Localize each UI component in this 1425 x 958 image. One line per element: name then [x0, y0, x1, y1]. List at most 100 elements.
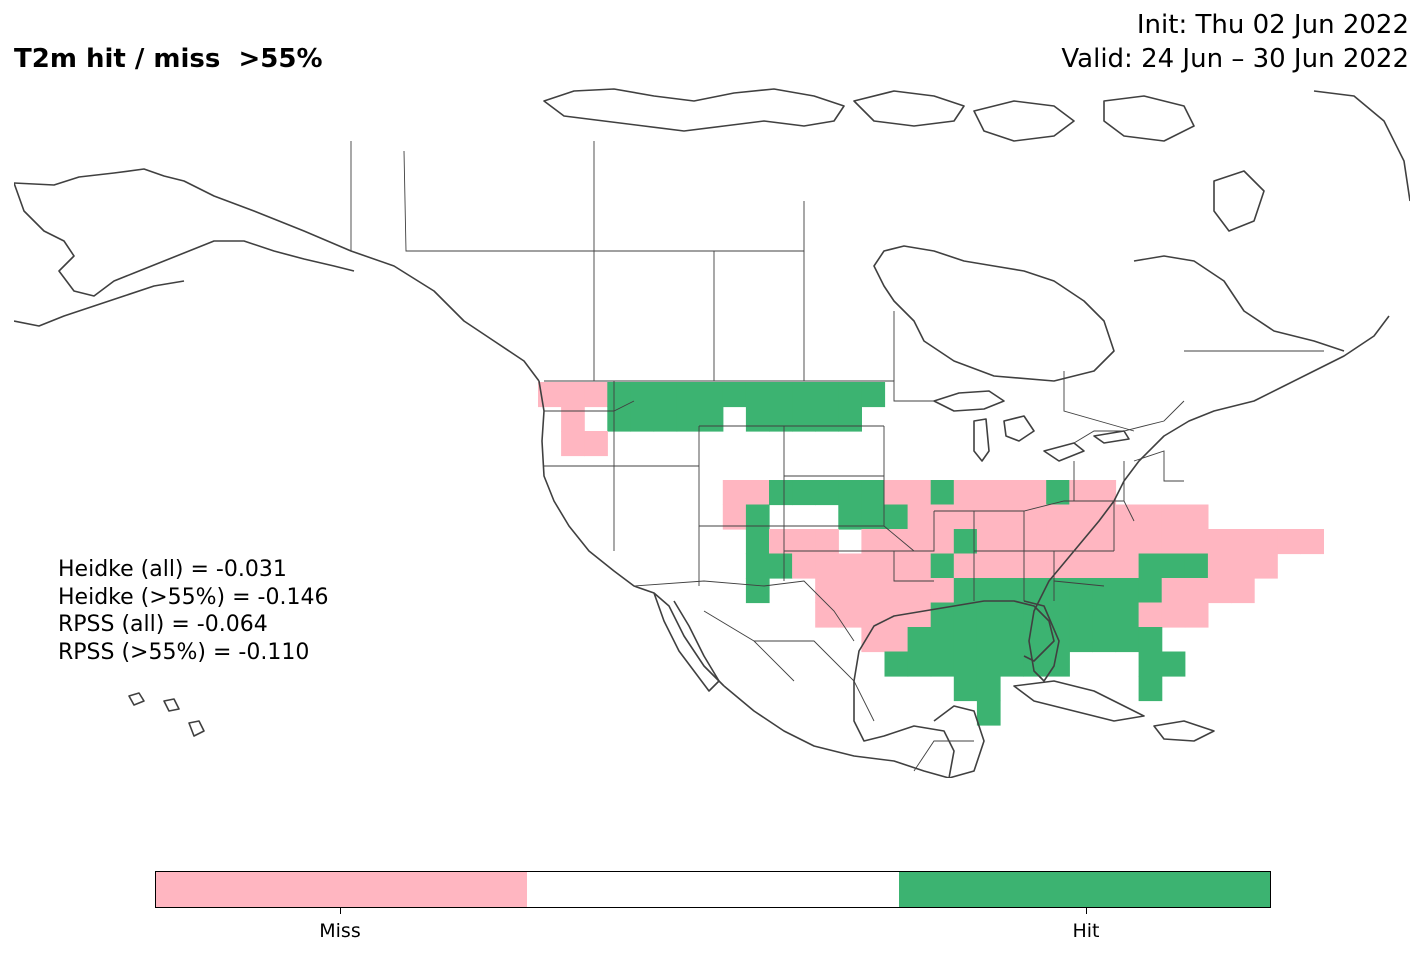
miss-cell — [584, 382, 608, 408]
miss-cell — [1023, 529, 1047, 555]
hit-cell — [953, 529, 978, 555]
hit-cell — [1069, 627, 1093, 653]
hit-cell — [953, 602, 978, 628]
miss-cell — [1000, 480, 1024, 506]
hit-cell — [769, 480, 793, 506]
hit-cell — [1138, 627, 1163, 653]
miss-cell — [976, 529, 1001, 555]
rpss-55: RPSS (>55%) = -0.110 — [58, 639, 310, 665]
miss-cell — [1161, 504, 1186, 530]
hit-cell — [815, 382, 839, 408]
miss-cell — [884, 578, 909, 604]
hit-cell — [745, 504, 770, 530]
miss-cell — [1023, 504, 1047, 530]
hit-cell — [953, 676, 978, 702]
miss-cell — [815, 553, 839, 579]
miss-cell — [1207, 578, 1232, 604]
hit-cell — [1138, 651, 1163, 677]
miss-cell — [861, 578, 886, 604]
colorbar-miss-segment — [156, 872, 528, 907]
hit-cell — [1138, 553, 1163, 579]
hit-cell — [1092, 627, 1117, 653]
miss-cell — [1138, 602, 1163, 628]
miss-cell — [838, 553, 862, 579]
hit-cell — [838, 382, 862, 408]
miss-cell — [1115, 553, 1140, 579]
miss-cell — [953, 553, 978, 579]
miss-cell — [907, 504, 932, 530]
miss-cell — [561, 406, 585, 432]
miss-cell — [722, 504, 747, 530]
hit-cell — [976, 700, 1001, 726]
miss-cell — [838, 578, 862, 604]
hit-cell — [792, 406, 816, 432]
miss-cell — [1092, 529, 1117, 555]
colorbar — [155, 871, 1271, 908]
hit-cell — [653, 382, 678, 408]
miss-cell — [1207, 529, 1232, 555]
hit-cell — [1161, 553, 1186, 579]
hit-cell — [815, 480, 839, 506]
miss-cell — [1000, 504, 1024, 530]
miss-cell — [1161, 578, 1186, 604]
hit-cell — [745, 406, 770, 432]
miss-cell — [884, 480, 909, 506]
hit-cell — [861, 480, 886, 506]
miss-cell — [1023, 480, 1047, 506]
hit-cell — [676, 406, 701, 432]
hit-cell — [1046, 480, 1070, 506]
miss-cell — [1300, 529, 1324, 555]
hit-cell — [699, 406, 724, 432]
hit-cell — [930, 480, 955, 506]
miss-cell — [1046, 529, 1070, 555]
hit-cell — [1023, 627, 1047, 653]
hit-cell — [1000, 578, 1024, 604]
miss-cell — [1092, 504, 1117, 530]
colorbar-label-miss: Miss — [319, 920, 361, 942]
hit-cell — [1092, 578, 1117, 604]
colorbar-label-hit: Hit — [1072, 920, 1100, 942]
coastlines — [14, 88, 1410, 778]
miss-cell — [1161, 602, 1186, 628]
hit-cell — [1046, 578, 1070, 604]
hit-cell — [607, 406, 631, 432]
heidke-all: Heidke (all) = -0.031 — [58, 557, 287, 582]
hit-cell — [1046, 602, 1070, 628]
hit-cell — [722, 382, 747, 408]
miss-cell — [1231, 529, 1255, 555]
hit-cell — [745, 578, 770, 604]
miss-cell — [1138, 529, 1163, 555]
hit-cell — [930, 627, 955, 653]
score-box: Heidke (all) = -0.031 Heidke (>55%) = -0… — [58, 556, 328, 666]
hit-cell — [930, 553, 955, 579]
hit-cell — [1184, 553, 1209, 579]
miss-cell — [1277, 529, 1301, 555]
miss-cell — [1092, 553, 1117, 579]
miss-cell — [792, 529, 816, 555]
hit-cell — [1046, 651, 1070, 677]
hit-cell — [907, 651, 932, 677]
miss-cell — [769, 529, 793, 555]
hit-miss-cells — [538, 382, 1324, 726]
miss-cell — [584, 431, 608, 457]
heidke-55: Heidke (>55%) = -0.146 — [58, 584, 329, 610]
hit-cell — [838, 504, 862, 530]
miss-cell — [815, 578, 839, 604]
hit-cell — [976, 627, 1001, 653]
miss-cell — [538, 382, 562, 408]
miss-cell — [953, 480, 978, 506]
hit-cell — [838, 406, 862, 432]
hit-cell — [699, 382, 724, 408]
miss-cell — [1000, 529, 1024, 555]
miss-cell — [884, 553, 909, 579]
hit-cell — [1023, 602, 1047, 628]
hit-cell — [1138, 676, 1163, 702]
colorbar-neutral-segment — [527, 872, 899, 907]
hit-cell — [976, 602, 1001, 628]
miss-cell — [1092, 480, 1117, 506]
hit-cell — [1115, 578, 1140, 604]
hit-cell — [792, 382, 816, 408]
hit-cell — [630, 382, 655, 408]
hit-cell — [769, 553, 793, 579]
hit-cell — [1115, 602, 1140, 628]
